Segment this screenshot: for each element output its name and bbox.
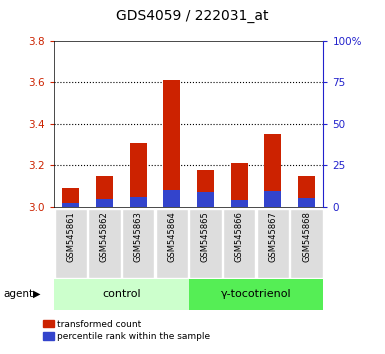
Text: GSM545863: GSM545863 bbox=[134, 211, 142, 262]
Bar bbox=[231, 200, 248, 207]
Text: GSM545864: GSM545864 bbox=[167, 211, 176, 262]
Bar bbox=[62, 203, 79, 207]
Bar bbox=[298, 198, 315, 207]
Bar bbox=[298, 176, 315, 207]
Bar bbox=[96, 199, 113, 207]
Text: GSM545865: GSM545865 bbox=[201, 211, 210, 262]
Bar bbox=[290, 209, 323, 278]
Bar bbox=[197, 170, 214, 207]
Legend: transformed count, percentile rank within the sample: transformed count, percentile rank withi… bbox=[43, 320, 211, 341]
Text: control: control bbox=[102, 289, 141, 299]
Text: GSM545862: GSM545862 bbox=[100, 211, 109, 262]
Bar bbox=[122, 209, 154, 278]
Bar bbox=[189, 209, 222, 278]
Bar bbox=[197, 192, 214, 207]
Bar bbox=[223, 209, 255, 278]
Bar bbox=[156, 209, 188, 278]
Bar bbox=[130, 197, 147, 207]
Text: agent: agent bbox=[4, 289, 34, 299]
Bar bbox=[189, 279, 323, 310]
Bar bbox=[163, 190, 180, 207]
Text: GSM545867: GSM545867 bbox=[268, 211, 277, 262]
Bar bbox=[62, 188, 79, 207]
Bar bbox=[231, 164, 248, 207]
Bar bbox=[130, 143, 147, 207]
Bar bbox=[264, 191, 281, 207]
Bar bbox=[96, 176, 113, 207]
Text: ▶: ▶ bbox=[33, 289, 40, 299]
Bar bbox=[264, 134, 281, 207]
Bar bbox=[55, 209, 87, 278]
Bar bbox=[88, 209, 121, 278]
Bar bbox=[54, 279, 189, 310]
Text: γ-tocotrienol: γ-tocotrienol bbox=[221, 289, 291, 299]
Text: GSM545868: GSM545868 bbox=[302, 211, 311, 262]
Bar bbox=[163, 80, 180, 207]
Text: GDS4059 / 222031_at: GDS4059 / 222031_at bbox=[116, 9, 269, 23]
Text: GSM545861: GSM545861 bbox=[66, 211, 75, 262]
Text: GSM545866: GSM545866 bbox=[235, 211, 244, 262]
Bar bbox=[257, 209, 289, 278]
